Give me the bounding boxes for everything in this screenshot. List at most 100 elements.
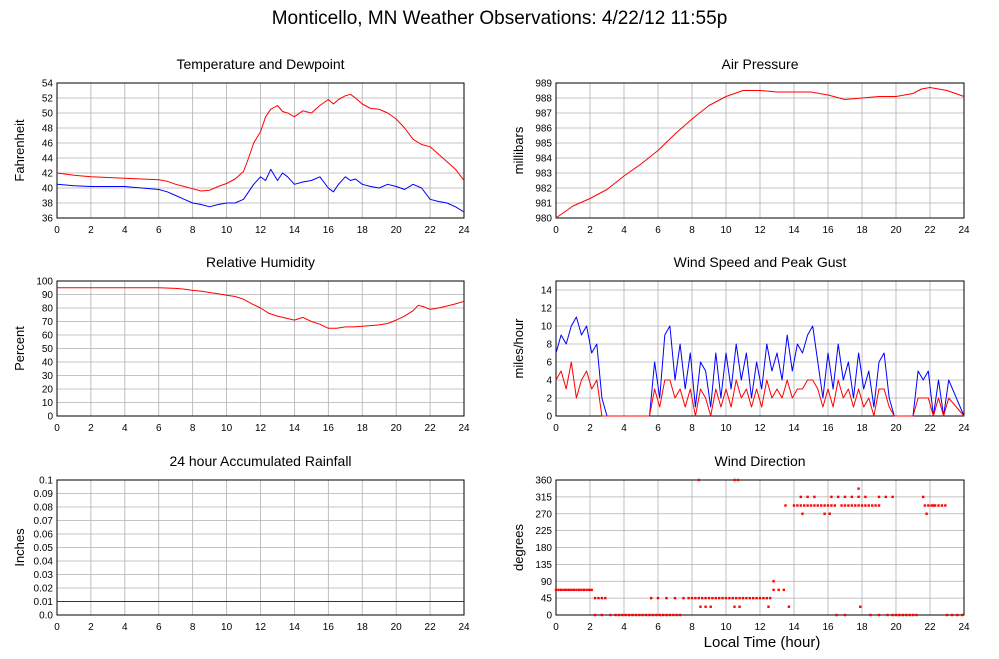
data-point — [886, 613, 889, 617]
x-tick-label: 8 — [190, 423, 196, 434]
x-tick-label: 18 — [856, 622, 868, 633]
chart-title: Relative Humidity — [206, 254, 315, 270]
data-point — [765, 596, 768, 600]
data-point — [682, 596, 685, 600]
data-point — [801, 512, 804, 515]
data-point — [894, 613, 898, 617]
data-point — [609, 613, 612, 617]
x-tick-label: 2 — [587, 225, 593, 236]
data-point — [678, 613, 682, 617]
data-point — [813, 495, 816, 499]
y-tick-label: 36 — [42, 214, 54, 225]
y-tick-label: 0.06 — [34, 530, 54, 541]
data-point — [707, 596, 711, 600]
x-tick-label: 10 — [720, 423, 732, 434]
data-point — [864, 495, 867, 499]
data-point — [792, 504, 796, 507]
data-point — [820, 504, 823, 507]
data-point — [874, 504, 877, 507]
x-tick-label: 8 — [689, 423, 695, 434]
data-point — [631, 613, 634, 617]
data-point — [857, 495, 860, 499]
y-tick-label: 983 — [535, 169, 552, 180]
data-point — [830, 495, 833, 499]
data-point — [675, 613, 678, 617]
data-point — [803, 504, 806, 507]
x-tick-label: 12 — [255, 423, 267, 434]
data-point — [554, 588, 558, 592]
y-tick-label: 12 — [541, 304, 553, 315]
x-tick-label: 4 — [122, 622, 128, 633]
x-tick-label: 24 — [958, 423, 970, 434]
y-tick-label: 100 — [36, 277, 53, 288]
data-point — [604, 596, 607, 600]
data-point — [767, 605, 770, 608]
data-point — [704, 605, 707, 608]
data-point — [826, 504, 830, 507]
x-tick-label: 16 — [323, 225, 335, 236]
data-point — [806, 495, 809, 499]
y-tick-label: 70 — [42, 317, 54, 328]
data-point — [809, 504, 813, 507]
data-point — [687, 596, 690, 600]
x-tick-label: 8 — [190, 622, 196, 633]
y-axis-label: degrees — [511, 524, 526, 571]
plot-frame — [56, 479, 465, 616]
data-point — [655, 613, 658, 617]
data-point — [799, 504, 802, 507]
y-tick-label: 0.02 — [34, 584, 54, 595]
data-point — [656, 596, 660, 600]
data-point — [593, 596, 597, 600]
y-tick-label: 40 — [42, 184, 54, 195]
y-tick-label: 10 — [541, 322, 553, 333]
x-tick-label: 14 — [788, 225, 800, 236]
x-tick-label: 24 — [458, 622, 470, 633]
data-point — [634, 613, 638, 617]
x-tick-label: 12 — [255, 622, 267, 633]
chart-title: 24 hour Accumulated Rainfall — [169, 453, 351, 469]
plot-frame — [555, 82, 965, 219]
series-line-1 — [56, 168, 465, 213]
y-tick-label: 42 — [42, 169, 54, 180]
y-tick-label: 986 — [535, 124, 552, 135]
y-tick-label: 90 — [42, 290, 54, 301]
data-point — [864, 504, 867, 507]
x-tick-label: 0 — [553, 423, 559, 434]
x-tick-label: 10 — [720, 225, 732, 236]
x-tick-label: 10 — [720, 622, 732, 633]
data-point — [562, 588, 565, 592]
data-point — [961, 613, 964, 617]
data-point — [828, 512, 831, 515]
data-point — [877, 495, 881, 499]
page-title: Monticello, MN Weather Observations: 4/2… — [271, 8, 728, 29]
x-tick-label: 18 — [357, 225, 369, 236]
data-point — [704, 596, 707, 600]
y-tick-label: 44 — [42, 154, 54, 165]
y-axis-label: miles/hour — [511, 318, 526, 379]
y-tick-label: 0.08 — [34, 503, 54, 514]
y-tick-label: 985 — [535, 139, 552, 150]
x-tick-label: 8 — [190, 225, 196, 236]
data-point — [711, 596, 714, 600]
x-tick-label: 2 — [587, 423, 593, 434]
y-tick-label: 4 — [546, 376, 552, 387]
y-tick-label: 988 — [535, 94, 552, 105]
x-tick-label: 0 — [54, 622, 60, 633]
y-tick-label: 180 — [535, 543, 552, 554]
data-point — [714, 596, 717, 600]
data-point — [843, 504, 847, 507]
data-point — [850, 504, 853, 507]
data-point — [585, 588, 588, 592]
x-tick-label: 2 — [88, 423, 94, 434]
y-tick-label: 40 — [42, 358, 54, 369]
x-tick-label: 18 — [357, 423, 369, 434]
data-point — [787, 605, 791, 608]
data-point — [860, 504, 864, 507]
y-tick-label: 30 — [42, 371, 54, 382]
data-point — [697, 478, 700, 482]
data-point — [777, 588, 780, 592]
plot-frame — [555, 280, 965, 417]
y-tick-label: 989 — [535, 79, 552, 90]
data-point — [572, 588, 576, 592]
